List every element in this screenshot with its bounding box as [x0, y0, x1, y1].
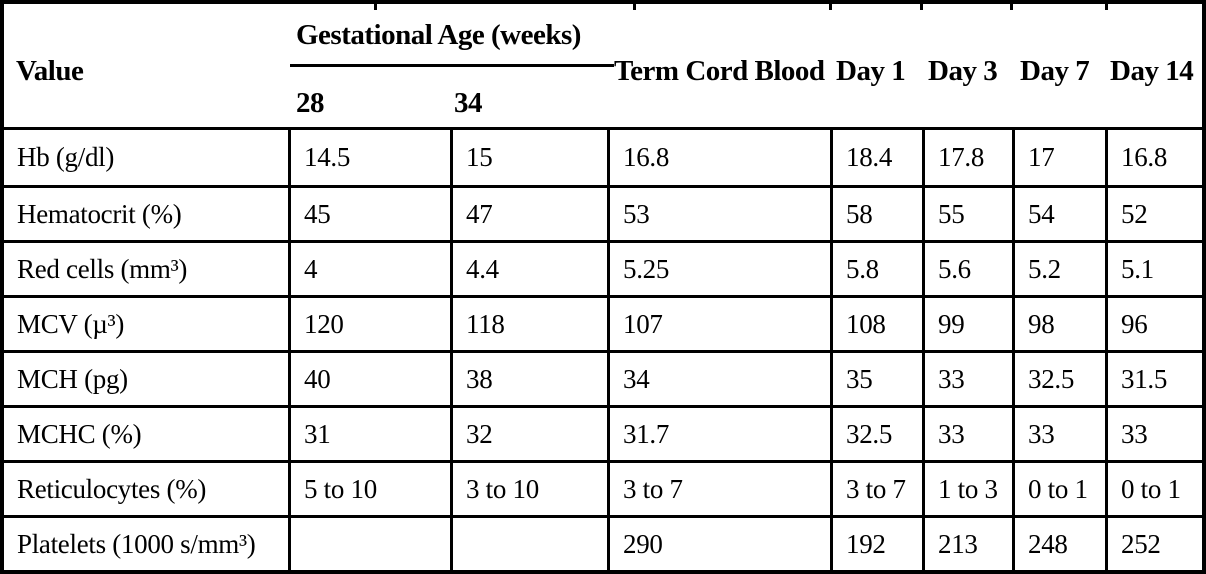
- table-row-hb: Hb (g/dl) 14.5 15 16.8 18.4 17.8 17 16.8: [4, 130, 1202, 185]
- column-header-value: Value: [16, 55, 84, 87]
- table-cell: 107: [607, 298, 830, 350]
- table-cell: 99: [922, 298, 1012, 350]
- table-header: Value Gestational Age (weeks) 28 34 Term…: [4, 4, 1202, 130]
- row-label: MCH (pg): [17, 363, 128, 394]
- column-header-day-14: Day 14: [1110, 55, 1194, 87]
- table-cell: 96: [1105, 298, 1202, 350]
- table-cell: 3 to 7: [607, 463, 830, 515]
- table-cell: 1 to 3: [922, 463, 1012, 515]
- table-cell: 31.7: [607, 408, 830, 460]
- table-cell: 47: [450, 188, 607, 240]
- table-cell: 98: [1012, 298, 1105, 350]
- table-cell: 5.25: [607, 243, 830, 295]
- table-cell: 248: [1012, 518, 1105, 570]
- header-grid-tick: [920, 4, 923, 10]
- column-header-term-cord-blood: Term Cord Blood: [614, 55, 825, 87]
- header-grid-tick: [1010, 4, 1013, 10]
- table-cell: 213: [922, 518, 1012, 570]
- row-label: Red cells (mm³): [17, 253, 188, 284]
- table-row-red-cells: Red cells (mm³) 4 4.4 5.25 5.8 5.6 5.2 5…: [4, 240, 1202, 295]
- row-label: MCHC (%): [17, 418, 142, 449]
- row-label: MCV (µ³): [17, 308, 125, 339]
- table-cell: 16.8: [1105, 130, 1202, 185]
- column-header-week-28: 28: [296, 87, 325, 119]
- table-cell: 40: [288, 353, 450, 405]
- table-cell: 3 to 7: [830, 463, 922, 515]
- table-cell: 120: [288, 298, 450, 350]
- table-cell: 52: [1105, 188, 1202, 240]
- table-cell: 290: [607, 518, 830, 570]
- table-cell: 17: [1012, 130, 1105, 185]
- row-label: Reticulocytes (%): [17, 473, 207, 504]
- header-grid-tick: [1105, 4, 1108, 10]
- table-cell: 5.8: [830, 243, 922, 295]
- table-cell: 54: [1012, 188, 1105, 240]
- table-cell: 34: [607, 353, 830, 405]
- column-header-day-7: Day 7: [1020, 55, 1090, 87]
- table-cell: 0 to 1: [1012, 463, 1105, 515]
- table-cell: 32: [450, 408, 607, 460]
- column-header-week-34: 34: [454, 87, 483, 119]
- row-label: Platelets (1000 s/mm³): [17, 528, 256, 559]
- table-row-hematocrit: Hematocrit (%) 45 47 53 58 55 54 52: [4, 185, 1202, 240]
- table-cell: 15: [450, 130, 607, 185]
- table-cell: 252: [1105, 518, 1202, 570]
- table-cell: 33: [1012, 408, 1105, 460]
- table-cell: [450, 518, 607, 570]
- column-header-day-3: Day 3: [928, 55, 998, 87]
- gestational-age-spanner-rule: [290, 64, 614, 67]
- table-cell: 58: [830, 188, 922, 240]
- table-cell: 5 to 10: [288, 463, 450, 515]
- header-grid-tick: [374, 4, 377, 10]
- table-cell: 18.4: [830, 130, 922, 185]
- table-cell: 33: [922, 408, 1012, 460]
- table-cell: [288, 518, 450, 570]
- table-cell: 5.2: [1012, 243, 1105, 295]
- row-label: Hb (g/dl): [17, 142, 115, 172]
- table-cell: 31: [288, 408, 450, 460]
- table-row-mchc: MCHC (%) 31 32 31.7 32.5 33 33 33: [4, 405, 1202, 460]
- table-cell: 118: [450, 298, 607, 350]
- table-cell: 38: [450, 353, 607, 405]
- row-label: Hematocrit (%): [17, 198, 182, 229]
- table-cell: 31.5: [1105, 353, 1202, 405]
- table-cell: 0 to 1: [1105, 463, 1202, 515]
- gestational-age-group-header: Gestational Age (weeks): [296, 19, 581, 51]
- table-row-mcv: MCV (µ³) 120 118 107 108 99 98 96: [4, 295, 1202, 350]
- table-cell: 53: [607, 188, 830, 240]
- table-cell: 35: [830, 353, 922, 405]
- table-cell: 108: [830, 298, 922, 350]
- table-cell: 14.5: [288, 130, 450, 185]
- table-cell: 17.8: [922, 130, 1012, 185]
- table-cell: 32.5: [830, 408, 922, 460]
- table-cell: 5.1: [1105, 243, 1202, 295]
- table-cell: 4: [288, 243, 450, 295]
- table-cell: 55: [922, 188, 1012, 240]
- table-row-mch: MCH (pg) 40 38 34 35 33 32.5 31.5: [4, 350, 1202, 405]
- table-cell: 45: [288, 188, 450, 240]
- table-body: Hb (g/dl) 14.5 15 16.8 18.4 17.8 17 16.8…: [4, 130, 1202, 570]
- table-cell: 16.8: [607, 130, 830, 185]
- table-row-platelets: Platelets (1000 s/mm³) 290 192 213 248 2…: [4, 515, 1202, 570]
- table-cell: 32.5: [1012, 353, 1105, 405]
- table-cell: 5.6: [922, 243, 1012, 295]
- table-cell: 3 to 10: [450, 463, 607, 515]
- table-row-reticulocytes: Reticulocytes (%) 5 to 10 3 to 10 3 to 7…: [4, 460, 1202, 515]
- table-cell: 33: [922, 353, 1012, 405]
- header-grid-tick: [829, 4, 832, 10]
- column-header-day-1: Day 1: [836, 55, 906, 87]
- table-cell: 4.4: [450, 243, 607, 295]
- table-cell: 33: [1105, 408, 1202, 460]
- table-cell: 192: [830, 518, 922, 570]
- header-grid-tick: [633, 4, 636, 10]
